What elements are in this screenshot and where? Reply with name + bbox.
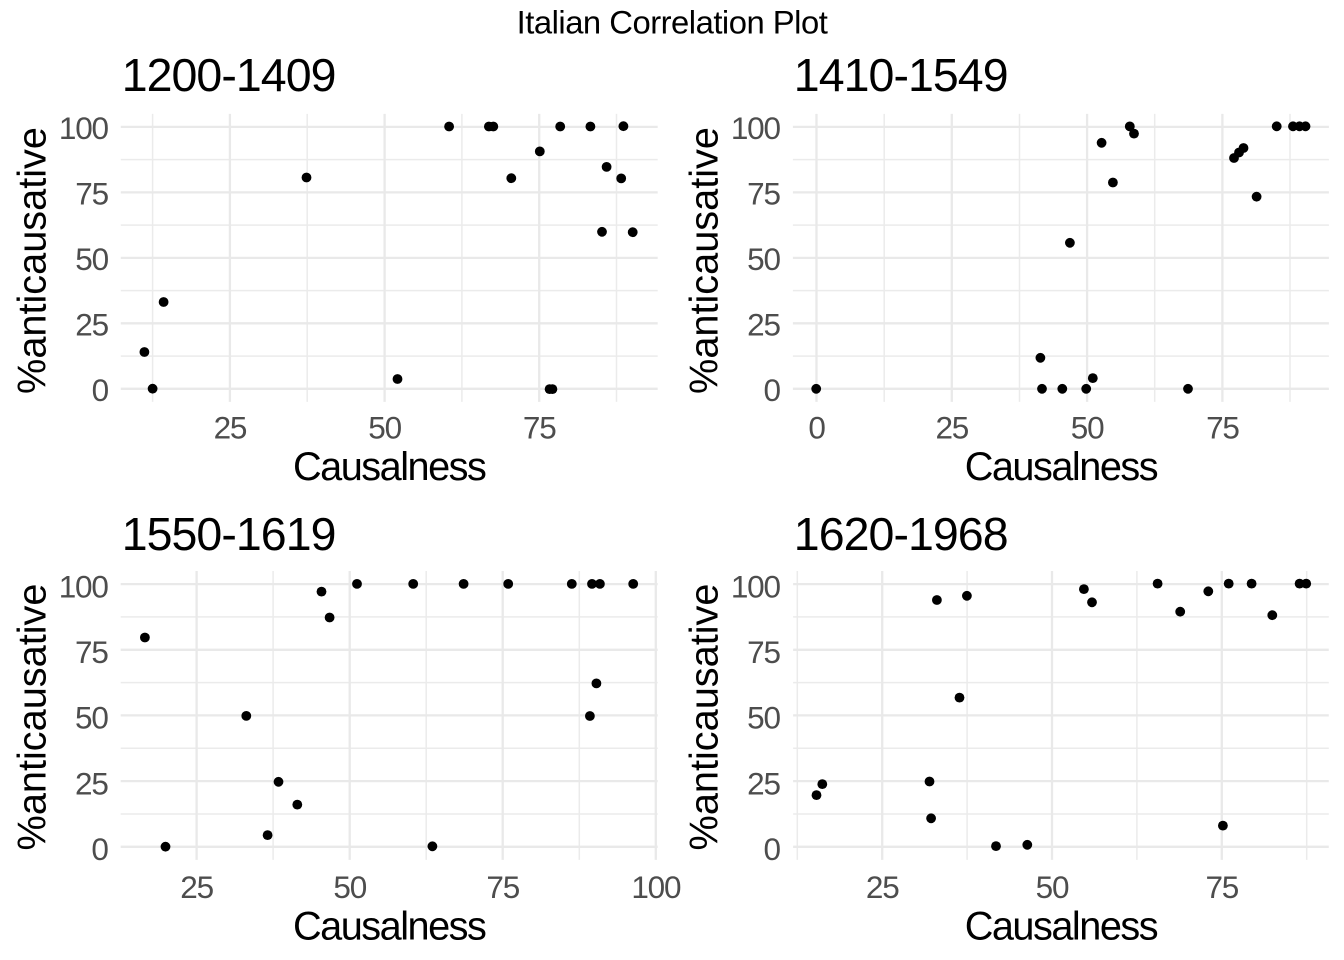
svg-text:0: 0	[92, 372, 109, 408]
svg-text:50: 50	[75, 700, 108, 736]
svg-text:100: 100	[731, 110, 781, 146]
svg-text:Causalness: Causalness	[293, 905, 486, 949]
svg-text:75: 75	[1206, 409, 1239, 445]
svg-text:50: 50	[747, 241, 780, 277]
svg-text:Causalness: Causalness	[965, 905, 1158, 949]
svg-text:50: 50	[333, 869, 366, 905]
svg-text:0: 0	[808, 409, 825, 445]
svg-text:0: 0	[91, 831, 108, 867]
svg-text:50: 50	[1036, 869, 1069, 905]
svg-text:%anticausative: %anticausative	[10, 584, 54, 851]
svg-text:50: 50	[747, 700, 780, 736]
svg-text:50: 50	[1071, 409, 1104, 445]
svg-text:75: 75	[747, 176, 780, 212]
svg-text:25: 25	[75, 307, 108, 343]
svg-text:75: 75	[1205, 869, 1238, 905]
svg-text:1550-1619: 1550-1619	[122, 508, 336, 560]
svg-text:100: 100	[631, 869, 681, 905]
svg-text:50: 50	[368, 409, 401, 445]
svg-text:75: 75	[486, 869, 519, 905]
svg-text:25: 25	[75, 765, 108, 801]
svg-text:25: 25	[866, 869, 899, 905]
svg-text:75: 75	[747, 634, 780, 670]
svg-text:25: 25	[747, 307, 780, 343]
svg-text:%anticausative: %anticausative	[683, 584, 727, 851]
svg-text:100: 100	[731, 568, 781, 604]
svg-text:50: 50	[75, 241, 108, 277]
svg-text:1620-1968: 1620-1968	[794, 508, 1008, 560]
svg-text:1410-1549: 1410-1549	[794, 49, 1008, 101]
svg-text:0: 0	[763, 372, 780, 408]
svg-text:100: 100	[59, 568, 109, 604]
svg-text:%anticausative: %anticausative	[683, 127, 727, 394]
svg-text:Causalness: Causalness	[293, 445, 486, 489]
svg-text:25: 25	[747, 765, 780, 801]
svg-text:1200-1409: 1200-1409	[122, 49, 336, 101]
svg-text:Causalness: Causalness	[965, 445, 1158, 489]
svg-text:25: 25	[180, 869, 213, 905]
svg-text:25: 25	[214, 409, 247, 445]
svg-text:%anticausative: %anticausative	[10, 127, 54, 394]
svg-text:75: 75	[75, 634, 108, 670]
svg-text:25: 25	[935, 409, 968, 445]
svg-text:75: 75	[523, 409, 556, 445]
svg-text:75: 75	[75, 176, 108, 212]
svg-text:100: 100	[59, 110, 109, 146]
svg-text:0: 0	[763, 831, 780, 867]
svg-text:Italian Correlation Plot: Italian Correlation Plot	[517, 4, 828, 41]
